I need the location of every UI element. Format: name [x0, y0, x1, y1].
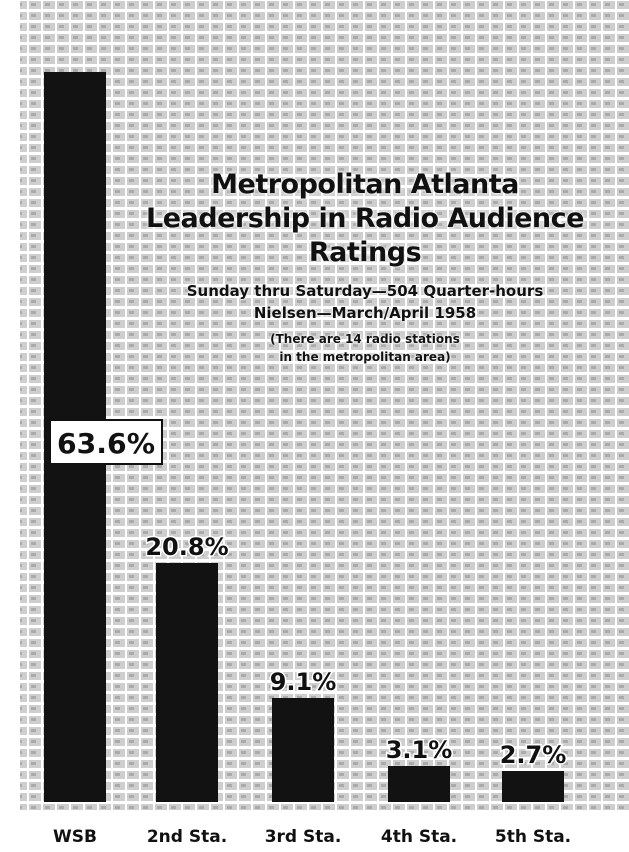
chart-subtitle-2: Sunday thru Saturday—504 Quarter-hours	[186, 282, 544, 300]
value-label-box-0	[49, 419, 163, 465]
title-block: Metropolitan Atlanta Leadership in Radio…	[110, 168, 620, 366]
category-label-3: 4th Sta.	[381, 827, 457, 847]
bar-1	[156, 563, 218, 802]
chart-subtitle-3: Nielsen—March/April 1958	[253, 304, 477, 322]
category-labels-group: WSB 2nd Sta. 3rd Sta. 4th Sta. 5th Sta.	[53, 827, 571, 847]
value-labels-group: 63.6% 20.8% 9.1% 3.1% 2.7%	[49, 419, 568, 771]
value-label-4: 2.7%	[500, 741, 567, 769]
chart-note-1: (There are 14 radio stations	[270, 332, 460, 346]
chart-subtitle: Leadership in Radio Audience Ratings	[146, 203, 584, 268]
bar-4	[502, 771, 564, 802]
category-label-0: WSB	[53, 827, 97, 847]
chart-note-2: in the metropolitan area)	[279, 350, 451, 364]
category-label-4: 5th Sta.	[495, 827, 571, 847]
category-label-2: 3rd Sta.	[265, 827, 342, 847]
value-label-1: 20.8%	[145, 533, 228, 561]
bar-2	[272, 698, 334, 802]
value-label-2: 9.1%	[270, 668, 337, 696]
value-label-3: 3.1%	[386, 736, 453, 764]
bar-3	[388, 766, 450, 802]
halftone-background	[20, 0, 629, 810]
value-label-0: 63.6%	[57, 427, 155, 460]
category-label-1: 2nd Sta.	[147, 827, 227, 847]
chart-title: Metropolitan Atlanta	[211, 169, 519, 200]
